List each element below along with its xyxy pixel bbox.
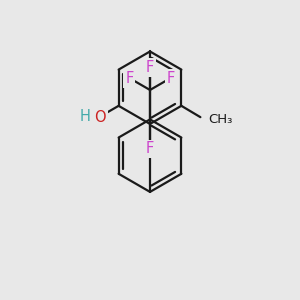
Text: O: O [94, 110, 106, 125]
Text: F: F [167, 71, 175, 86]
Text: F: F [146, 60, 154, 75]
Text: CH₃: CH₃ [208, 113, 233, 126]
Text: H: H [79, 109, 90, 124]
Text: F: F [146, 141, 154, 156]
Text: F: F [125, 71, 134, 86]
